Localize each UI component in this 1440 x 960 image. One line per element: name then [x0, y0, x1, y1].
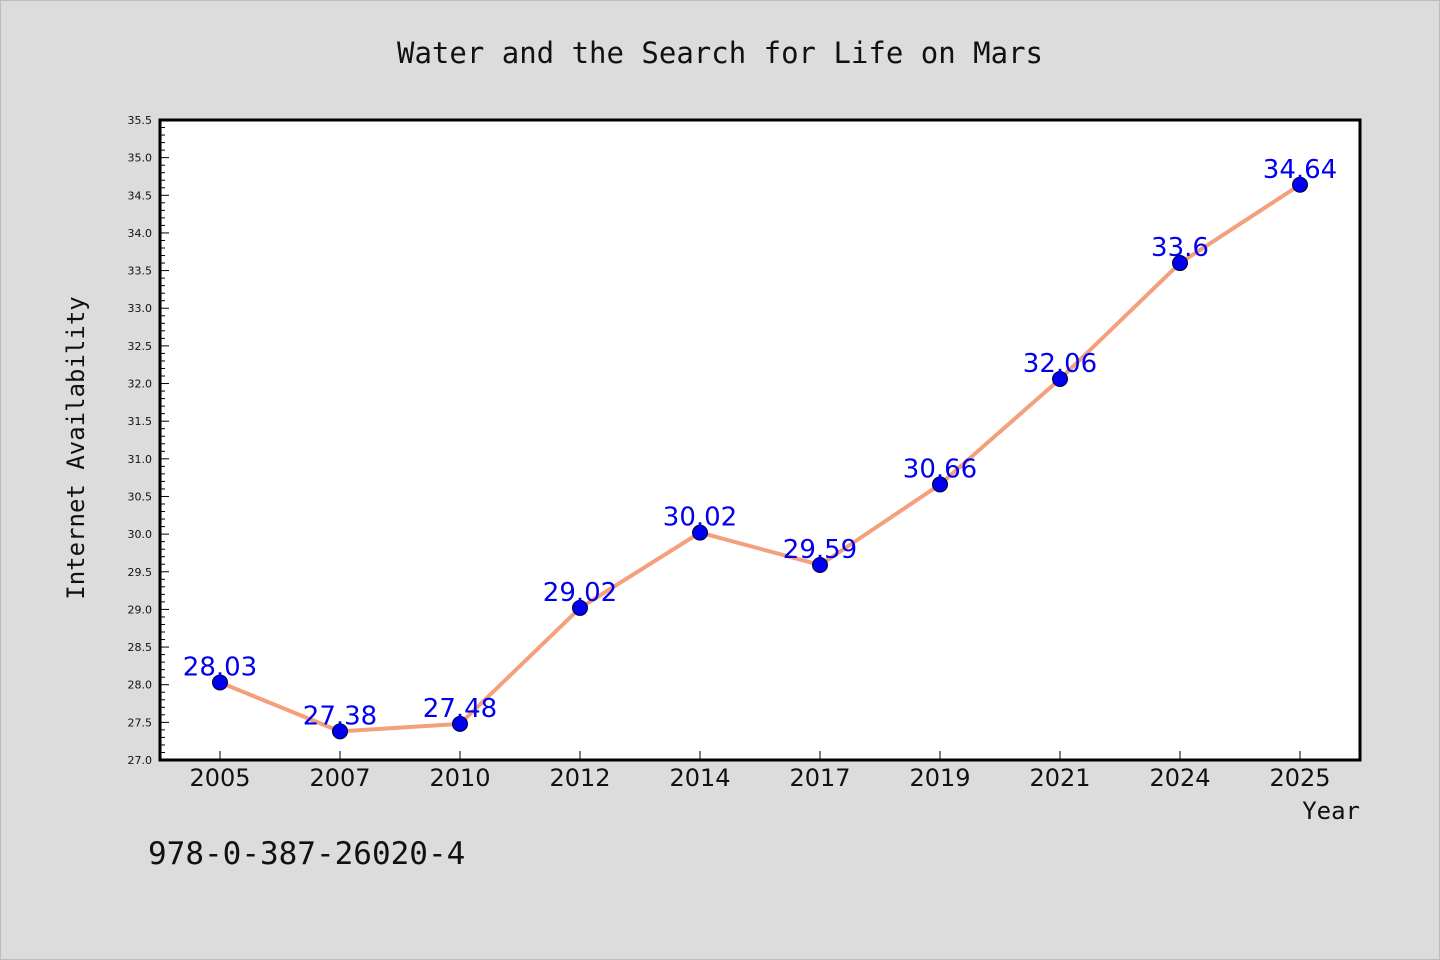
x-tick-label: 2025	[1269, 764, 1330, 792]
x-tick-label: 2010	[429, 764, 490, 792]
x-tick-label: 2014	[669, 764, 730, 792]
y-tick-label: 31.5	[128, 415, 153, 428]
x-tick-label: 2024	[1149, 764, 1210, 792]
y-tick-label: 34.0	[128, 227, 153, 240]
data-point	[332, 723, 348, 740]
data-label: 30.66	[903, 454, 977, 484]
data-point	[452, 715, 468, 732]
data-markers	[212, 176, 1308, 740]
data-point	[212, 674, 228, 691]
x-tick-label: 2005	[189, 764, 250, 792]
data-label: 34.64	[1263, 155, 1337, 185]
x-tick-label: 2012	[549, 764, 610, 792]
data-label: 32.06	[1023, 349, 1097, 379]
y-tick-label: 34.5	[128, 189, 153, 202]
data-label: 29.02	[543, 578, 617, 608]
data-label: 27.38	[303, 701, 377, 731]
data-point	[692, 524, 708, 541]
y-tick-label: 29.0	[128, 603, 153, 616]
data-label: 29.59	[783, 535, 857, 565]
y-tick-label: 27.0	[128, 754, 153, 767]
data-point	[1172, 255, 1188, 272]
plot-area	[158, 118, 1362, 762]
y-tick-label: 33.0	[128, 302, 153, 315]
x-tick-label: 2021	[1029, 764, 1090, 792]
x-tick-label: 2007	[309, 764, 370, 792]
y-tick-label: 31.0	[128, 453, 153, 466]
y-tick-label: 35.0	[128, 152, 153, 165]
data-point	[932, 476, 948, 493]
data-label: 27.48	[423, 694, 497, 724]
y-tick-label: 27.5	[128, 716, 153, 729]
chart-title: Water and the Search for Life on Mars	[397, 36, 1043, 70]
y-tick-label: 32.5	[128, 340, 153, 353]
y-axis-ticks: 27.0 27.5 28.0 28.5 29.0 29.5 30.0 30.5 31.0 31.5…	[128, 114, 169, 767]
y-tick-label: 30.5	[128, 490, 153, 503]
x-axis-label: Year	[1302, 797, 1360, 825]
data-label: 28.03	[183, 652, 257, 682]
series-line	[218, 182, 1302, 734]
y-tick-label: 30.0	[128, 528, 153, 541]
data-point	[1292, 176, 1308, 193]
data-label: 33.6	[1151, 233, 1209, 263]
y-tick-label: 33.5	[128, 265, 153, 278]
y-tick-label: 35.5	[128, 114, 153, 127]
data-labels: 28.03 27.38 27.48 29.02 30.02 29.59 30.66 32.06…	[183, 155, 1337, 732]
footnote-isbn: 978-0-387-26020-4	[148, 836, 465, 872]
data-point	[812, 556, 828, 573]
y-tick-label: 29.5	[128, 566, 153, 579]
data-point	[572, 599, 588, 616]
data-label: 30.02	[663, 503, 737, 533]
x-tick-label: 2019	[909, 764, 970, 792]
y-axis-label: Internet Availability	[62, 296, 90, 599]
y-tick-label: 28.5	[128, 641, 153, 654]
y-tick-label: 32.0	[128, 378, 153, 391]
y-tick-label: 28.0	[128, 679, 153, 692]
x-tick-label: 2017	[789, 764, 850, 792]
data-point	[1052, 371, 1068, 388]
x-axis-ticks: 2005 2007 2010 2012 2014 2017 2019 2021 2024 2025	[189, 751, 1331, 792]
